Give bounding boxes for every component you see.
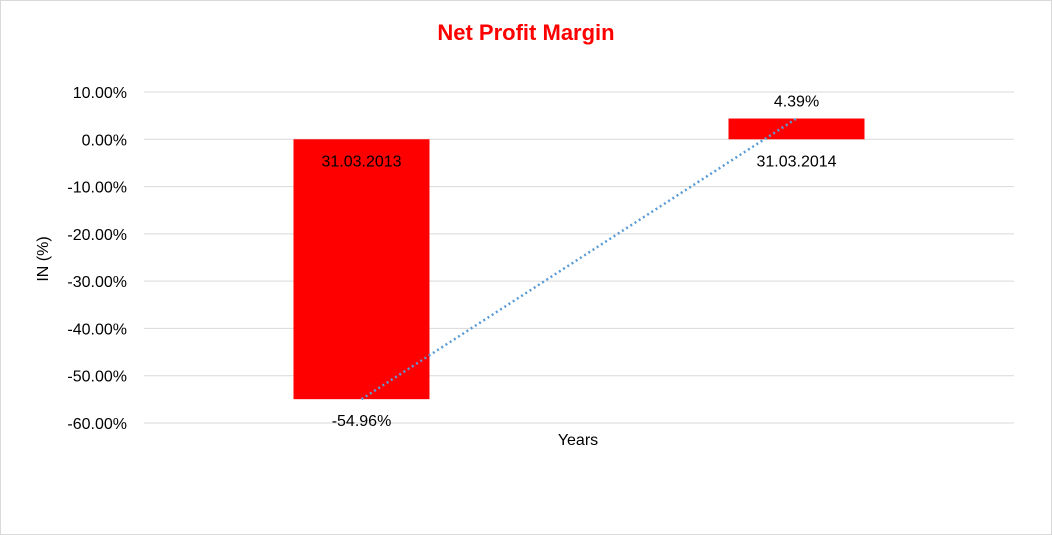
- bars: [293, 118, 865, 400]
- y-tick-label: -10.00%: [67, 180, 127, 197]
- gridlines: [144, 91, 1014, 424]
- labels: 31.03.2013 -54.96% 31.03.2014 4.39%: [321, 94, 836, 431]
- y-tick-label: -40.00%: [67, 321, 127, 338]
- y-tick-label: 0.00%: [82, 132, 127, 149]
- y-axis-title: IN (%): [35, 236, 52, 281]
- trendline-layer: [360, 117, 798, 401]
- y-tick-label: -60.00%: [67, 416, 127, 433]
- y-tick-label: 10.00%: [73, 85, 127, 102]
- y-tick-label: -30.00%: [67, 274, 127, 291]
- data-label: -54.96%: [332, 413, 392, 430]
- y-tick-label: -20.00%: [67, 227, 127, 244]
- y-tick-label: -50.00%: [67, 369, 127, 386]
- chart-title: Net Profit Margin: [437, 20, 614, 45]
- category-label: 31.03.2013: [321, 153, 401, 170]
- bar: [293, 139, 430, 400]
- trendline: [360, 117, 798, 401]
- bar: [728, 118, 865, 140]
- category-label: 31.03.2014: [756, 153, 836, 170]
- data-label: 4.39%: [774, 94, 819, 111]
- x-axis-title: Years: [558, 432, 598, 449]
- y-axis-ticks: 10.00% 0.00% -10.00% -20.00% -30.00% -40.00% -…: [67, 85, 127, 433]
